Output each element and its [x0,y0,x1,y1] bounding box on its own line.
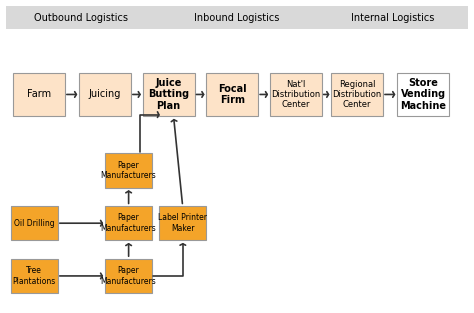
Text: Regional
Distribution
Center: Regional Distribution Center [333,80,382,109]
Text: Label Printer
Maker: Label Printer Maker [158,213,207,233]
FancyBboxPatch shape [159,206,206,240]
FancyBboxPatch shape [206,73,258,116]
Text: Farm: Farm [27,90,51,100]
Text: Juicing: Juicing [89,90,121,100]
Text: Focal
Firm: Focal Firm [218,84,246,105]
Text: Paper
Manufacturers: Paper Manufacturers [101,161,156,180]
Text: Juice
Butting
Plan: Juice Butting Plan [148,78,189,111]
Text: Nat'l
Distribution
Center: Nat'l Distribution Center [271,80,320,109]
FancyBboxPatch shape [79,73,131,116]
Text: Inbound Logistics: Inbound Logistics [194,13,280,23]
Text: Internal Logistics: Internal Logistics [351,13,434,23]
FancyBboxPatch shape [105,259,152,293]
Text: Paper
Manufacturers: Paper Manufacturers [101,266,156,286]
Text: Outbound Logistics: Outbound Logistics [35,13,128,23]
FancyBboxPatch shape [331,73,383,116]
Text: Store
Vending
Machine: Store Vending Machine [400,78,446,111]
FancyBboxPatch shape [11,259,58,293]
FancyBboxPatch shape [105,206,152,240]
FancyBboxPatch shape [270,73,322,116]
FancyBboxPatch shape [11,206,58,240]
FancyBboxPatch shape [6,6,468,29]
Text: Tree
Plantations: Tree Plantations [13,266,56,286]
Text: Oil Drilling: Oil Drilling [14,219,55,228]
FancyBboxPatch shape [105,153,152,187]
FancyBboxPatch shape [143,73,195,116]
FancyBboxPatch shape [13,73,65,116]
FancyBboxPatch shape [397,73,449,116]
Text: Paper
Manufacturers: Paper Manufacturers [101,213,156,233]
